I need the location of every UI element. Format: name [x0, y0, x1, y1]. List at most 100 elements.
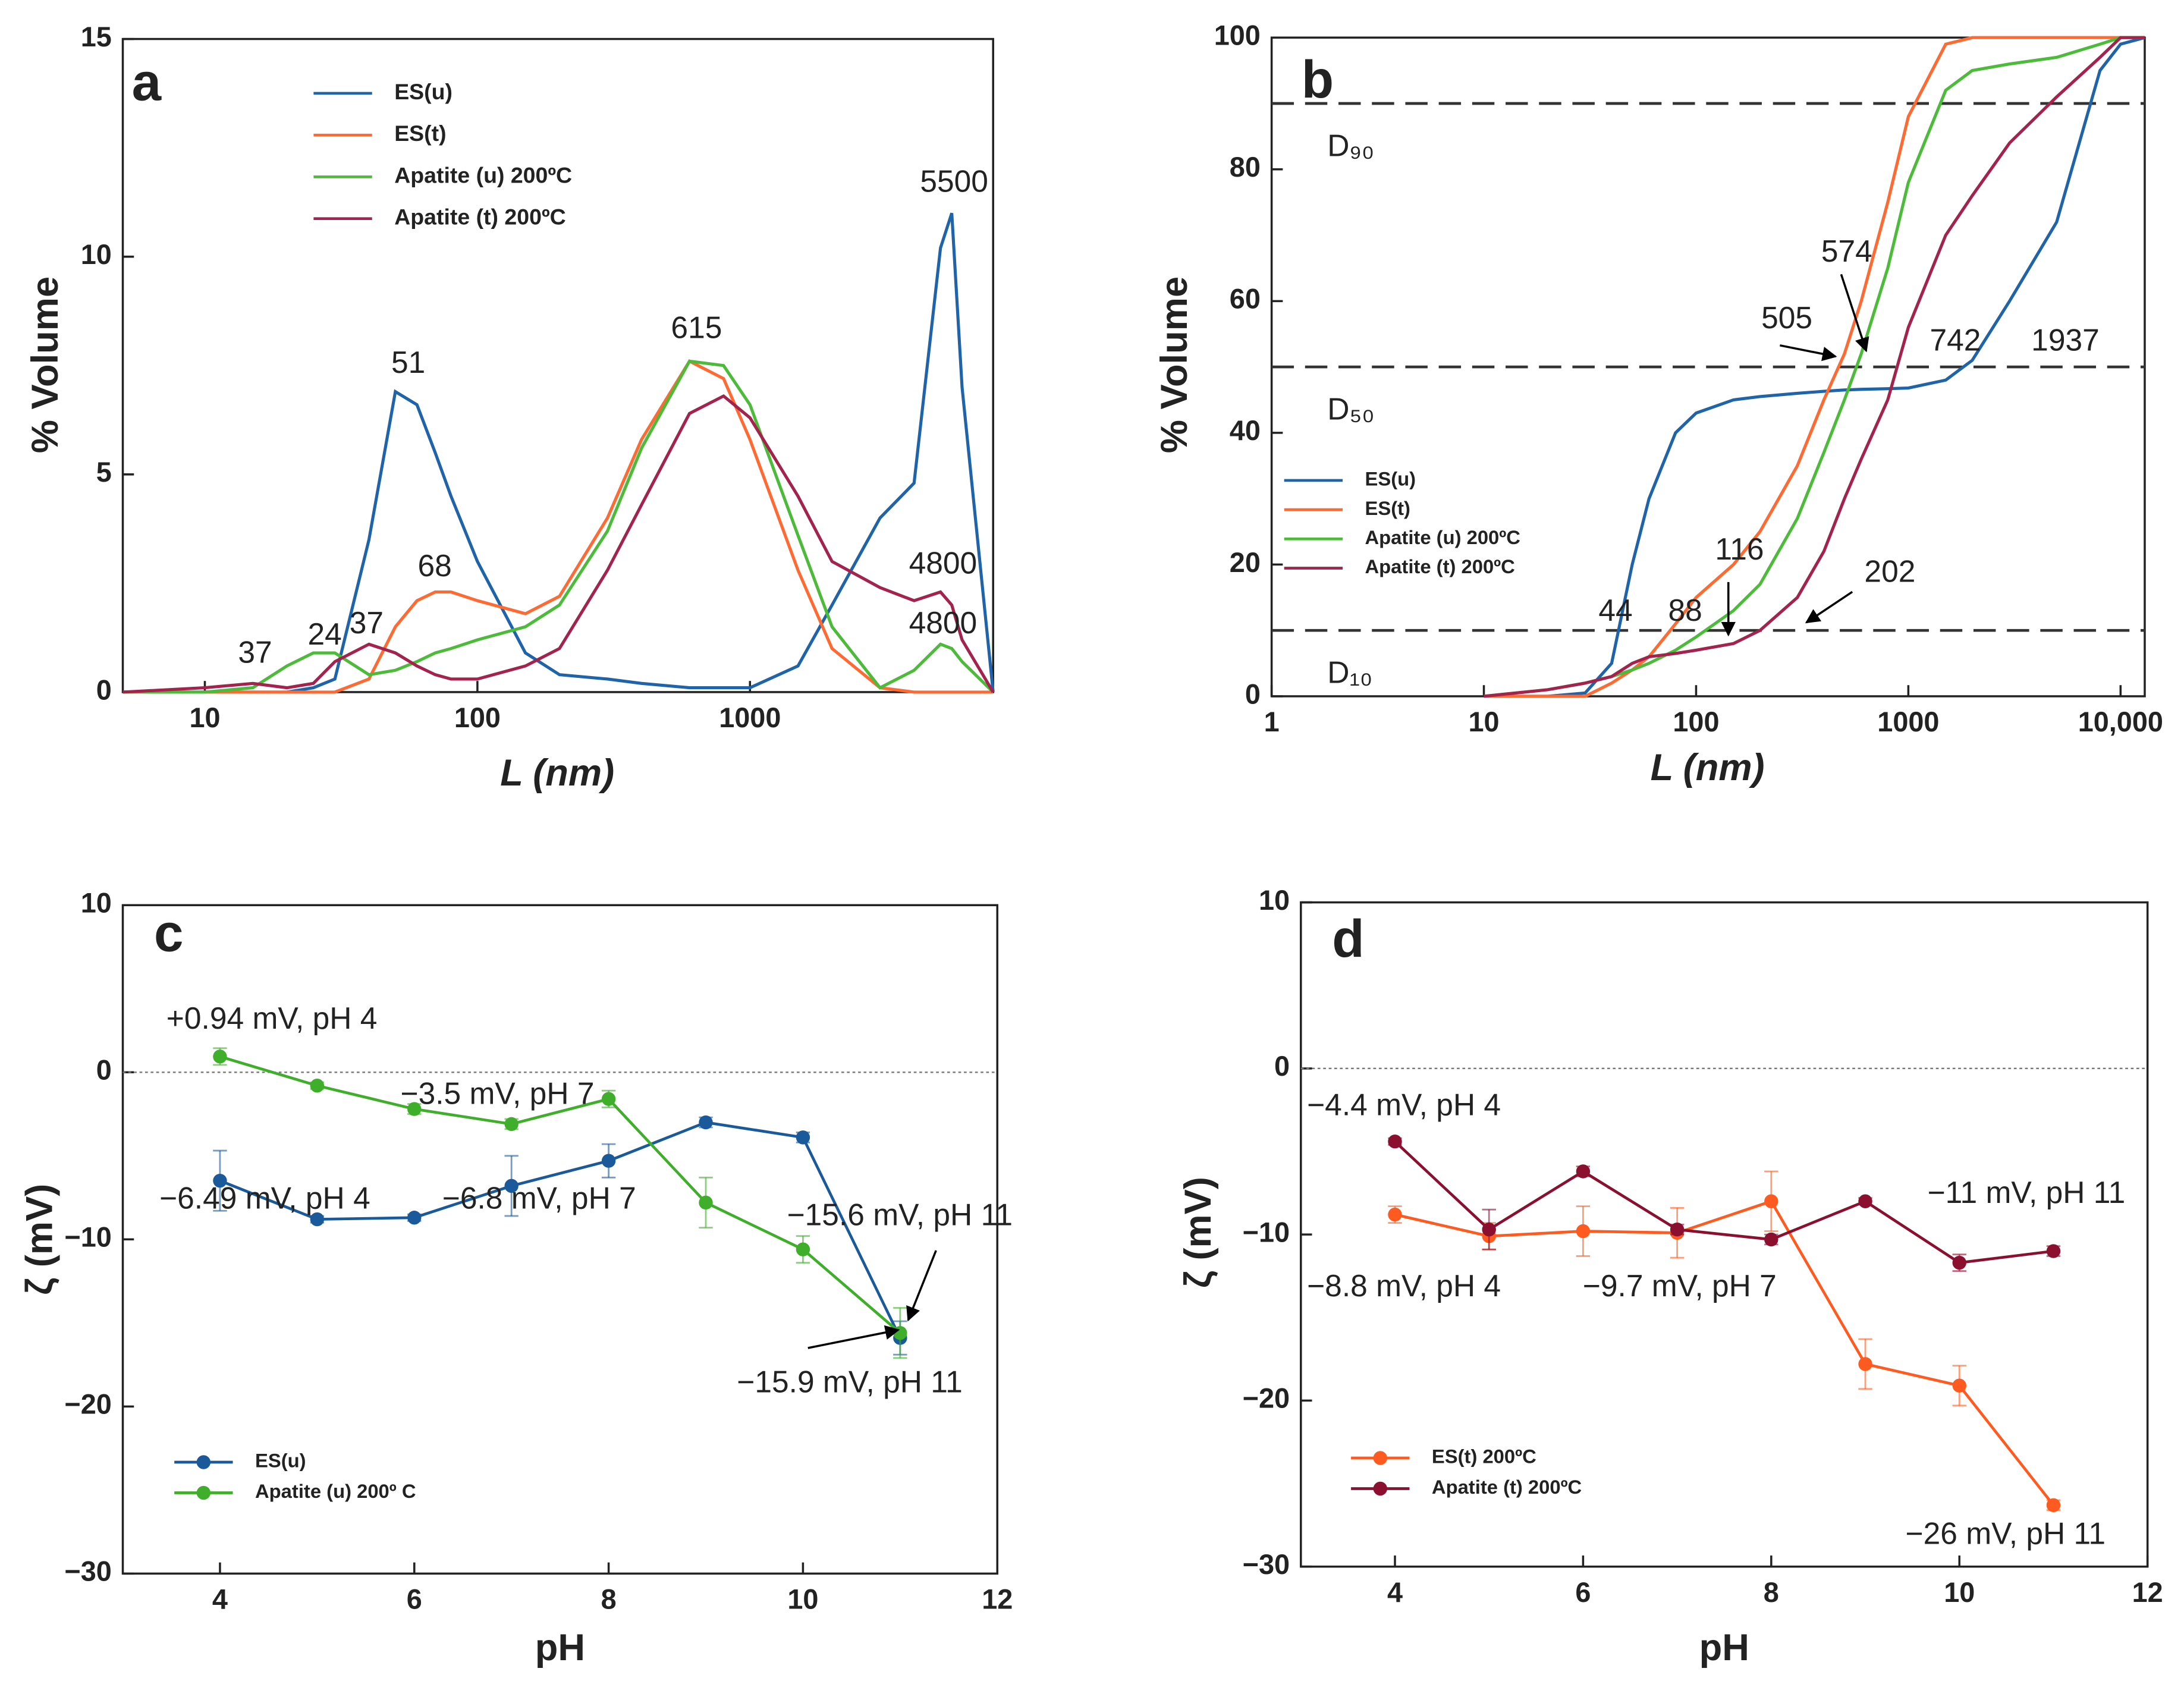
- marker: [601, 1154, 616, 1168]
- marker: [796, 1242, 810, 1256]
- legend-label: Apatite (t) 200ºC: [1432, 1476, 1582, 1498]
- reference-label: D₅₀: [1327, 392, 1374, 426]
- legend-label: Apatite (t) 200ºC: [1365, 555, 1515, 577]
- marker: [504, 1179, 518, 1193]
- marker: [601, 1092, 616, 1106]
- marker: [407, 1102, 422, 1116]
- marker: [1482, 1223, 1496, 1237]
- marker: [699, 1115, 713, 1130]
- y-tick-label: −30: [1243, 1549, 1290, 1580]
- annotation: −3.5 mV, pH 7: [401, 1076, 595, 1111]
- series-line: [1394, 1140, 2054, 1265]
- series-line: [1484, 36, 2145, 698]
- marker: [1858, 1194, 1872, 1208]
- annotation: 51: [391, 345, 425, 379]
- marker: [699, 1195, 713, 1210]
- marker: [1670, 1223, 1685, 1237]
- y-tick-label: 10: [1259, 885, 1290, 916]
- y-tick-label: 40: [1230, 415, 1261, 446]
- x-tick-label: 4: [1387, 1577, 1403, 1608]
- x-tick-label: 1: [1264, 706, 1280, 737]
- marker: [1764, 1232, 1778, 1247]
- y-tick-label: −30: [64, 1556, 111, 1587]
- x-tick-label: 10: [1468, 706, 1499, 737]
- y-tick-label: 20: [1230, 547, 1261, 578]
- marker: [310, 1079, 325, 1093]
- y-tick-label: −10: [1243, 1217, 1290, 1248]
- x-tick-label: 6: [1575, 1577, 1591, 1608]
- annotation-arrow: [1780, 344, 1837, 362]
- annotation: −15.6 mV, pH 11: [787, 1197, 1013, 1231]
- marker: [2046, 1498, 2061, 1513]
- y-tick-label: 60: [1230, 284, 1261, 315]
- marker: [504, 1117, 518, 1132]
- y-tick-label: 5: [96, 457, 112, 488]
- series-line: [1394, 1199, 2055, 1506]
- y-tick-label: −20: [64, 1389, 111, 1420]
- series-line: [122, 359, 995, 694]
- marker: [1858, 1357, 1872, 1371]
- annotation: 44: [1598, 593, 1632, 627]
- legend-marker: [1373, 1451, 1387, 1465]
- marker: [213, 1050, 227, 1064]
- annotation-arrow: [906, 1250, 937, 1322]
- y-axis-label: ζ (mV): [1177, 1177, 1219, 1288]
- marker: [310, 1212, 325, 1227]
- annotation: −4.4 mV, pH 4: [1307, 1087, 1501, 1121]
- y-axis-label: % Volume: [1154, 276, 1195, 453]
- y-tick-label: 15: [81, 21, 112, 52]
- annotation: 4800: [909, 605, 978, 640]
- x-axis-label: pH: [535, 1627, 585, 1669]
- series-line: [122, 394, 995, 694]
- annotation: 505: [1761, 300, 1812, 335]
- annotation: +0.94 mV, pH 4: [166, 1001, 378, 1035]
- legend-label: Apatite (u) 200ºC: [394, 162, 572, 187]
- y-tick-label: −20: [1243, 1383, 1290, 1414]
- annotation: 742: [1930, 323, 1981, 357]
- panel-label: c: [154, 903, 184, 963]
- y-tick-label: 100: [1214, 20, 1261, 51]
- annotation: −26 mV, pH 11: [1906, 1516, 2106, 1551]
- annotation: 37: [350, 605, 384, 640]
- annotation: −6.8 mV, pH 7: [442, 1180, 636, 1215]
- x-tick-label: 8: [1764, 1577, 1779, 1608]
- annotation: 5500: [920, 164, 988, 199]
- marker: [1388, 1134, 1402, 1149]
- annotation-arrow: [1840, 274, 1869, 353]
- y-tick-label: 0: [96, 1055, 112, 1086]
- legend-label: Apatite (t) 200ºC: [394, 205, 566, 230]
- marker: [1388, 1207, 1402, 1222]
- x-tick-label: 100: [454, 702, 501, 733]
- marker: [407, 1211, 422, 1225]
- annotation: −11 mV, pH 11: [1928, 1175, 2126, 1209]
- marker: [1576, 1164, 1591, 1179]
- panel-label: b: [1302, 49, 1334, 109]
- x-tick-label: 1000: [1877, 706, 1939, 737]
- x-tick-label: 10,000: [2078, 706, 2163, 737]
- legend-label: Apatite (u) 200º C: [255, 1480, 416, 1502]
- x-tick-label: 6: [407, 1584, 422, 1615]
- marker: [796, 1130, 810, 1145]
- x-tick-label: 8: [601, 1584, 617, 1615]
- annotation: −15.9 mV, pH 11: [737, 1364, 962, 1399]
- legend-label: Apatite (u) 200ºC: [1365, 526, 1520, 548]
- y-tick-label: 10: [81, 239, 112, 270]
- series-line: [219, 1055, 901, 1334]
- annotation: 24: [307, 617, 341, 651]
- legend-label: ES(u): [255, 1450, 306, 1472]
- annotation: 116: [1715, 532, 1764, 566]
- annotation: −8.8 mV, pH 4: [1307, 1268, 1501, 1303]
- marker: [1952, 1255, 1966, 1270]
- annotation-arrow: [807, 1325, 900, 1349]
- y-tick-label: 10: [81, 888, 112, 919]
- marker: [2046, 1244, 2061, 1258]
- annotation: 574: [1821, 234, 1872, 268]
- x-tick-label: 12: [2132, 1577, 2163, 1608]
- annotation: 88: [1668, 593, 1702, 627]
- y-tick-label: −10: [64, 1222, 111, 1253]
- y-tick-label: 80: [1230, 152, 1261, 183]
- panel-label: d: [1332, 909, 1364, 968]
- legend-label: ES(u): [1365, 468, 1416, 490]
- plot-frame: [121, 37, 994, 693]
